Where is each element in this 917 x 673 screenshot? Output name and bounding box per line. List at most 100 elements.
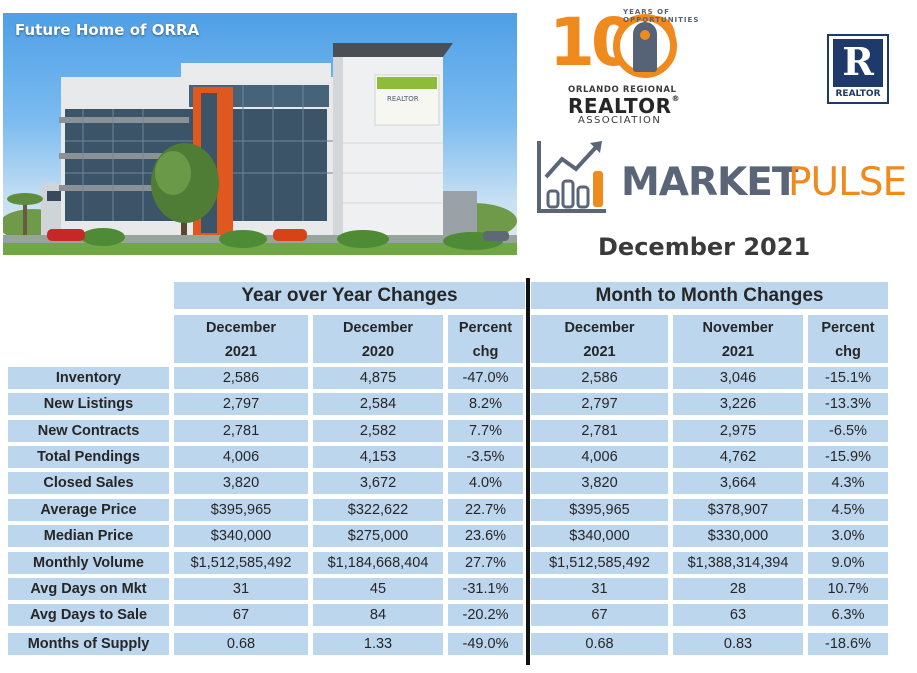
table-value-cell: $330,000: [707, 528, 769, 544]
table-value-cell: 67: [591, 607, 608, 623]
value-cell-band: [174, 633, 308, 655]
table-value-cell: 6.3%: [831, 607, 865, 623]
value-cell-band: [531, 393, 668, 415]
row-label: Avg Days on Mkt: [30, 581, 147, 597]
logo-realtor-word: REALTOR: [568, 94, 672, 118]
value-cell-band: [673, 446, 803, 468]
column-header-band: [673, 315, 803, 363]
group-header-yoy: Year over Year Changes: [241, 284, 458, 306]
value-cell-band: [174, 472, 308, 494]
row-label-band: [8, 604, 169, 626]
column-header-top: December: [205, 320, 277, 336]
column-header-band: [448, 315, 523, 363]
logo-association-text: ASSOCIATION: [578, 115, 662, 126]
table-value-cell: 0.68: [585, 636, 614, 652]
table-divider: [526, 278, 530, 665]
column-header-top: December: [564, 320, 635, 336]
value-cell-band: [673, 604, 803, 626]
value-cell-band: [673, 420, 803, 442]
group-header-band-mom: [531, 282, 888, 309]
key-hole-icon: [640, 30, 650, 40]
realtor-badge-square: R: [833, 39, 883, 87]
value-cell-band: [531, 633, 668, 655]
column-header-band: [174, 315, 308, 363]
value-cell-band: [808, 420, 888, 442]
value-cell-band: [808, 578, 888, 600]
realtor-badge-text: REALTOR: [835, 89, 881, 99]
value-cell-band: [313, 578, 443, 600]
table-value-cell: 4,006: [222, 449, 260, 465]
value-cell-band: [531, 446, 668, 468]
table-value-cell: 3,820: [222, 475, 260, 491]
table-value-cell: 2,781: [581, 423, 618, 439]
table-value-cell: $1,512,585,492: [190, 555, 292, 571]
table-value-cell: $378,907: [707, 502, 769, 518]
logo-registered-mark: ®: [671, 94, 681, 103]
table-value-cell: 23.6%: [464, 528, 507, 544]
value-cell-band: [313, 525, 443, 547]
row-label: Total Pendings: [37, 449, 140, 465]
value-cell-band: [448, 420, 523, 442]
table-value-cell: 4,153: [359, 449, 397, 465]
value-cell-band: [808, 633, 888, 655]
value-cell-band: [448, 604, 523, 626]
row-label: Avg Days to Sale: [29, 607, 148, 623]
value-cell-band: [673, 525, 803, 547]
table-value-cell: 63: [729, 607, 747, 623]
table-value-cell: 31: [591, 581, 608, 597]
value-cell-band: [174, 604, 308, 626]
value-cell-band: [313, 446, 443, 468]
table-value-cell: -18.6%: [825, 636, 871, 652]
row-label-band: [8, 578, 169, 600]
table-value-cell: -13.3%: [825, 396, 871, 412]
table-value-cell: 3,664: [719, 475, 757, 491]
table-value-cell: 27.7%: [464, 555, 507, 571]
building-sign-text: REALTOR: [387, 95, 419, 103]
value-cell-band: [448, 552, 523, 574]
row-label-band: [8, 420, 169, 442]
column-header-bottom: 2021: [583, 344, 616, 360]
column-header-band: [808, 315, 888, 363]
market-pulse-market-word: MARKET: [621, 160, 798, 205]
table-value-cell: $395,965: [569, 502, 630, 518]
row-label: Closed Sales: [43, 475, 134, 491]
table-value-cell: $322,622: [347, 502, 409, 518]
value-cell-band: [174, 578, 308, 600]
value-cell-band: [174, 499, 308, 521]
value-cell-band: [531, 499, 668, 521]
table-value-cell: 84: [369, 607, 387, 623]
value-cell-band: [174, 393, 308, 415]
value-cell-band: [313, 604, 443, 626]
value-cell-band: [673, 393, 803, 415]
value-cell-band: [313, 499, 443, 521]
table-value-cell: 2,586: [222, 370, 260, 386]
logo-realtor-text: REALTOR®: [568, 94, 680, 118]
value-cell-band: [174, 446, 308, 468]
value-cell-band: [174, 420, 308, 442]
table-value-cell: $1,184,668,404: [327, 555, 429, 571]
value-cell-band: [808, 393, 888, 415]
value-cell-band: [531, 472, 668, 494]
value-cell-band: [174, 552, 308, 574]
table-value-cell: -3.5%: [466, 449, 505, 465]
row-label: New Contracts: [37, 423, 140, 439]
table-value-cell: $1,388,314,394: [687, 555, 789, 571]
orra-100-years-logo: 100 YEARS OF OPPORTUNITIES ORLANDO REGIO…: [547, 8, 699, 128]
column-header-top: Percent: [458, 320, 513, 336]
table-value-cell: 0.68: [226, 636, 256, 652]
chart-growth-icon: [537, 141, 606, 213]
table-value-cell: $1,512,585,492: [549, 555, 650, 571]
report-date: December 2021: [598, 233, 811, 261]
value-cell-band: [448, 393, 523, 415]
value-cell-band: [673, 633, 803, 655]
column-header-bottom: 2021: [721, 344, 755, 360]
value-cell-band: [808, 604, 888, 626]
value-cell-band: [673, 552, 803, 574]
column-header-bottom: 2021: [224, 344, 258, 360]
value-cell-band: [673, 472, 803, 494]
table-value-cell: 22.7%: [464, 502, 507, 518]
table-value-cell: 67: [232, 607, 250, 623]
realtor-badge-letter: R: [842, 39, 874, 84]
column-header-bottom: chg: [835, 344, 861, 360]
building-illustration: REALTOR: [3, 43, 517, 255]
